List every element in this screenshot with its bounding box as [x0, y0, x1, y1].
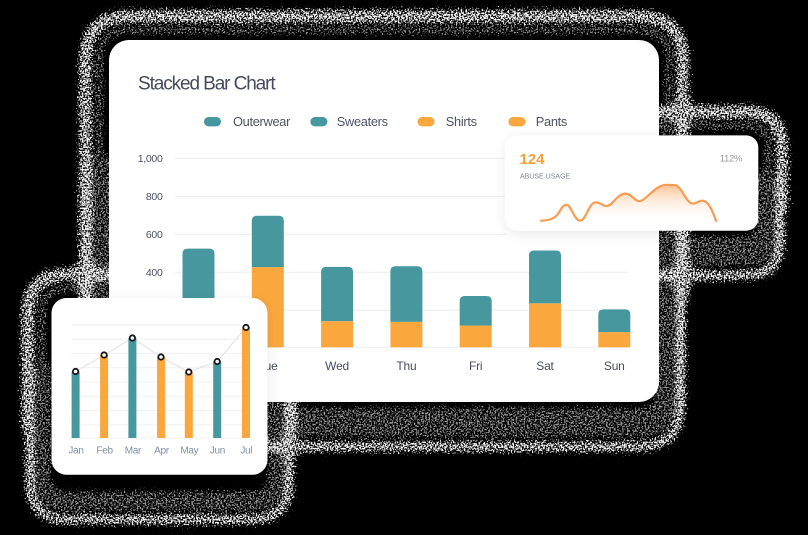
svg-text:400: 400 [146, 267, 163, 279]
svg-text:Sun: Sun [604, 359, 625, 373]
svg-text:Thu: Thu [396, 359, 416, 373]
svg-text:600: 600 [146, 229, 163, 241]
svg-text:Apr: Apr [154, 446, 170, 457]
svg-text:May: May [180, 446, 198, 457]
svg-text:1,000: 1,000 [138, 153, 163, 165]
svg-text:Outerwear: Outerwear [233, 114, 291, 129]
svg-text:112%: 112% [720, 154, 743, 165]
svg-text:Feb: Feb [96, 446, 113, 457]
svg-text:Sweaters: Sweaters [337, 114, 388, 129]
svg-text:Fri: Fri [469, 359, 482, 373]
svg-text:800: 800 [146, 191, 163, 203]
svg-text:ABUSE USAGE: ABUSE USAGE [520, 174, 571, 181]
svg-text:Jun: Jun [210, 446, 225, 457]
svg-text:Mar: Mar [125, 446, 142, 457]
svg-text:124: 124 [520, 151, 546, 168]
svg-text:Sat: Sat [536, 359, 554, 373]
svg-text:Pants: Pants [536, 114, 567, 129]
svg-text:Shirts: Shirts [446, 114, 477, 129]
svg-text:Stacked Bar Chart: Stacked Bar Chart [138, 73, 276, 94]
svg-text:Jan: Jan [68, 446, 83, 457]
svg-text:Jul: Jul [240, 446, 252, 457]
svg-text:Wed: Wed [325, 359, 349, 373]
